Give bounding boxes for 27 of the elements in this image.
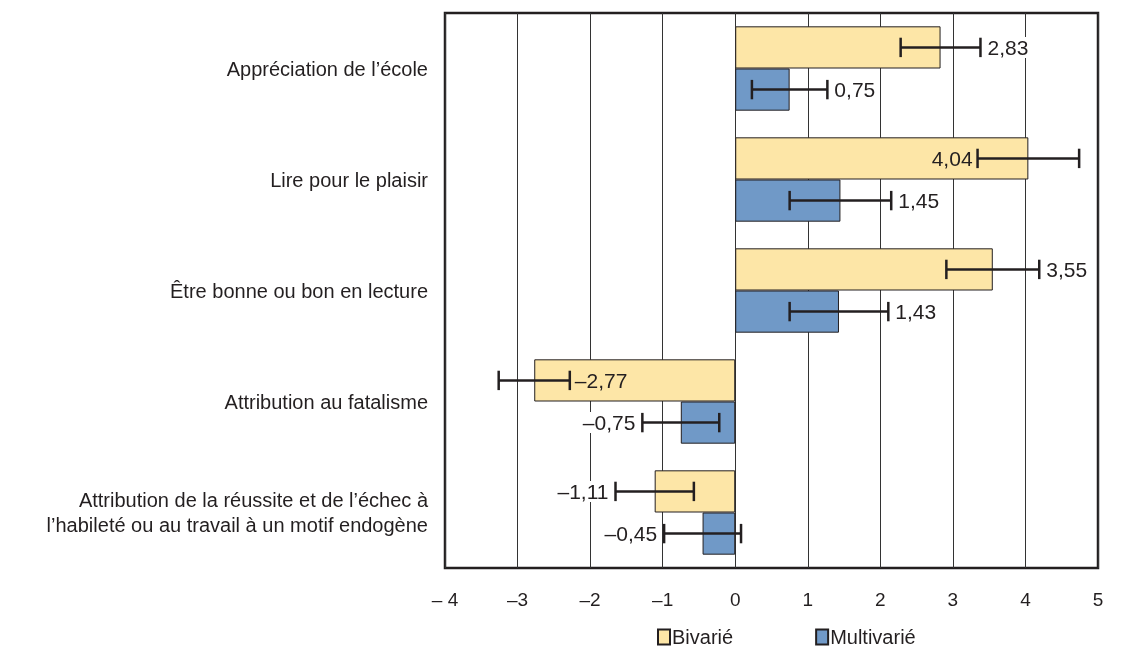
y-tick-label: Attribution de la réussite et de l’échec à l’habileté ou au travail à un motif endogène <box>46 489 429 536</box>
x-tick-label: 3 <box>947 589 959 610</box>
data-label: 1,43 <box>895 300 937 324</box>
x-tick-label: 4 <box>1020 589 1032 610</box>
y-tick-label: Être bonne ou bon en lecture <box>170 279 428 302</box>
x-tick-label: 5 <box>1092 589 1104 610</box>
x-tick-label: –3 <box>506 589 529 610</box>
data-label: –1,11 <box>557 479 609 503</box>
data-label: 3,55 <box>1046 257 1088 281</box>
x-tick-label: – 4 <box>431 589 459 610</box>
data-label: –2,77 <box>574 368 628 392</box>
x-tick-label: 0 <box>729 589 741 610</box>
data-label: –0,75 <box>582 411 636 435</box>
data-label: 4,04 <box>931 146 973 170</box>
data-label: –0,45 <box>604 522 658 546</box>
x-tick-label: –2 <box>579 589 601 610</box>
data-label: 2,83 <box>987 35 1029 59</box>
legend-label: Bivarié <box>672 626 734 648</box>
data-label: 1,45 <box>898 189 940 213</box>
x-tick-label: 2 <box>875 589 886 610</box>
y-tick-label: Appréciation de l’école <box>226 57 428 80</box>
legend-label: Multivarié <box>830 626 916 648</box>
data-label: 0,75 <box>834 78 876 102</box>
y-tick-label: Attribution au fatalisme <box>224 390 428 413</box>
y-tick-label: Lire pour le plaisir <box>270 168 429 191</box>
x-tick-label: –1 <box>652 589 674 610</box>
x-tick-label: 1 <box>802 589 814 610</box>
